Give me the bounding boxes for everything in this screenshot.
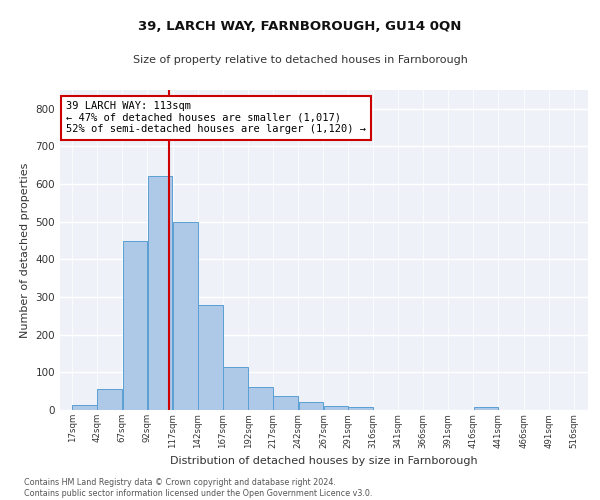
Bar <box>248 386 273 410</box>
Y-axis label: Number of detached properties: Number of detached properties <box>20 162 30 338</box>
X-axis label: Distribution of detached houses by size in Farnborough: Distribution of detached houses by size … <box>170 456 478 466</box>
Bar <box>198 306 223 410</box>
Bar <box>73 406 97 410</box>
Bar <box>473 407 498 410</box>
Bar <box>122 240 147 410</box>
Bar <box>299 402 323 410</box>
Text: Contains HM Land Registry data © Crown copyright and database right 2024.
Contai: Contains HM Land Registry data © Crown c… <box>24 478 373 498</box>
Bar <box>223 366 248 410</box>
Bar <box>148 176 172 410</box>
Text: Size of property relative to detached houses in Farnborough: Size of property relative to detached ho… <box>133 55 467 65</box>
Text: 39, LARCH WAY, FARNBOROUGH, GU14 0QN: 39, LARCH WAY, FARNBOROUGH, GU14 0QN <box>139 20 461 33</box>
Bar <box>274 396 298 410</box>
Bar <box>97 390 122 410</box>
Text: 39 LARCH WAY: 113sqm
← 47% of detached houses are smaller (1,017)
52% of semi-de: 39 LARCH WAY: 113sqm ← 47% of detached h… <box>66 102 366 134</box>
Bar <box>324 406 349 410</box>
Bar <box>173 222 197 410</box>
Bar <box>348 407 373 410</box>
